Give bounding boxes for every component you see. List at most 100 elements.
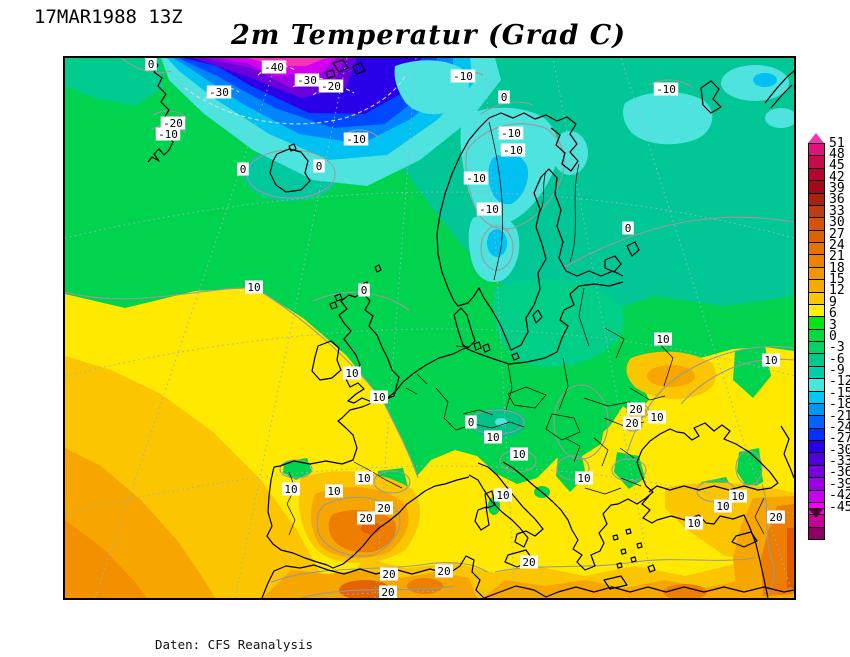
contour-label-box (325, 484, 343, 498)
contour-label-box (294, 73, 320, 87)
contour-label: 10 (247, 281, 260, 294)
legend-arrow-bottom (808, 508, 824, 518)
contour-labels: 0 -40-30 -20-30-20-10-100-10-10-10-10-100 0… (145, 58, 785, 598)
contour-label: 20 (769, 511, 782, 524)
contour-label-box (245, 280, 263, 294)
contour-label: 20 (629, 403, 642, 416)
contour-label-box (623, 416, 641, 430)
credits: Daten: CFS Reanalysis (C) Wetterzentrale… (155, 602, 313, 657)
legend-value-label: 18 (829, 260, 845, 276)
legend-color-box (809, 415, 824, 428)
contour-label-box (653, 82, 679, 96)
legend-value-label: 51 (829, 135, 845, 151)
legend-color-box (809, 365, 824, 379)
contour-label-box (729, 489, 747, 503)
contour-label: -10 (656, 83, 676, 96)
legend-color-box (809, 180, 824, 193)
legend-color-box (809, 217, 824, 230)
legend-value-label: -21 (829, 408, 850, 424)
run-datetime: 17MAR1988 13Z (34, 6, 183, 28)
contour-label: -10 (466, 172, 486, 185)
contour-label: -10 (503, 144, 523, 157)
legend-color-box (809, 155, 824, 168)
map-frame: 0 -40 -30 -20 -30 -20 -10 -10 0 -10 -10 -10 -10 -10 0 0… (63, 56, 796, 600)
contour-label-box (520, 555, 538, 569)
contour-label: 20 (377, 502, 390, 515)
legend-color-box (809, 378, 824, 391)
contour-label: -20 (321, 80, 341, 93)
temperature-map: 0 -40-30 -20-30-20-10-100-10-10-10-10-100 0… (65, 58, 794, 598)
legend-color-box (809, 144, 824, 156)
legend-value-label: 3 (829, 317, 837, 333)
contour-label: 20 (522, 556, 535, 569)
legend-value-label: -15 (829, 385, 850, 401)
legend-color-box (809, 204, 824, 218)
contour-label-box (463, 171, 489, 185)
legend-value-label: -33 (829, 454, 850, 469)
contour-label: 10 (496, 489, 509, 502)
temperature-legend: 51 48 45 42 39 36 33 30 27 24 21 18 15 12 9 6 3 0 -3 -6 -9 -1… (808, 133, 850, 540)
legend-value-label: 27 (829, 226, 845, 242)
contour-label: -10 (479, 203, 499, 216)
legend-color-box (809, 477, 824, 490)
contour-label: -30 (209, 86, 229, 99)
contour-label: 10 (486, 431, 499, 444)
legend-value-label: 21 (829, 249, 845, 265)
legend-color-box (809, 242, 824, 255)
contour-label-box (685, 516, 703, 530)
legend-value-label: 0 (829, 328, 837, 344)
contour-label: 20 (437, 565, 450, 578)
contour-label: 20 (381, 586, 394, 598)
legend-value-label: 24 (829, 237, 845, 253)
legend-color-box (809, 291, 824, 304)
contour-label: -40 (264, 61, 284, 74)
contour-label-box (379, 585, 397, 598)
contour-label: 10 (731, 490, 744, 503)
legend-color-bar (808, 143, 825, 540)
contour-label-box (375, 501, 393, 515)
contour-label-box (380, 567, 398, 581)
contour-label-box (206, 85, 232, 99)
legend-arrow-top (808, 133, 824, 143)
contour-label: 0 (361, 284, 368, 297)
contour-label-box (648, 410, 666, 424)
legend-color-box (809, 167, 824, 181)
contour-label: 20 (359, 512, 372, 525)
contour-label-box (476, 202, 502, 216)
contour-label: 10 (372, 391, 385, 404)
legend-value-label: -42 (829, 488, 850, 504)
contour-label-box (343, 366, 361, 380)
legend-value-label: 30 (829, 215, 845, 231)
contour-label-box (435, 564, 453, 578)
contour-label: 0 (148, 58, 155, 71)
contour-label-box (510, 447, 528, 461)
legend-value-label: -27 (829, 431, 850, 447)
contour-label-box (358, 283, 370, 297)
contour-label: -10 (501, 127, 521, 140)
contour-label: 10 (577, 472, 590, 485)
contour-label: 10 (687, 517, 700, 530)
legend-color-box (809, 353, 824, 366)
contour-label: 20 (625, 417, 638, 430)
contour-label: 10 (716, 500, 729, 513)
legend-color-box (809, 254, 824, 267)
page-title: 2m Temperatur (Grad C) (230, 20, 627, 51)
legend-value-label: 9 (829, 294, 837, 310)
contour-label-box (762, 353, 780, 367)
legend-value-label: 6 (829, 306, 837, 322)
legend-value-label: 36 (829, 192, 845, 208)
legend-value-label: 45 (829, 158, 845, 174)
contour-label-box (145, 58, 157, 71)
legend-value-label: -30 (829, 442, 850, 458)
legend-value-label: 48 (829, 146, 845, 162)
legend-value-label: -36 (829, 465, 850, 481)
contour-label-box (261, 60, 287, 74)
contour-label: 10 (656, 333, 669, 346)
contour-label: 10 (345, 367, 358, 380)
contour-label: 10 (357, 472, 370, 485)
legend-value-label: 42 (829, 169, 845, 185)
contour-label-box (627, 402, 645, 416)
legend-value-label: -24 (829, 419, 850, 435)
contour-label-box (575, 471, 593, 485)
